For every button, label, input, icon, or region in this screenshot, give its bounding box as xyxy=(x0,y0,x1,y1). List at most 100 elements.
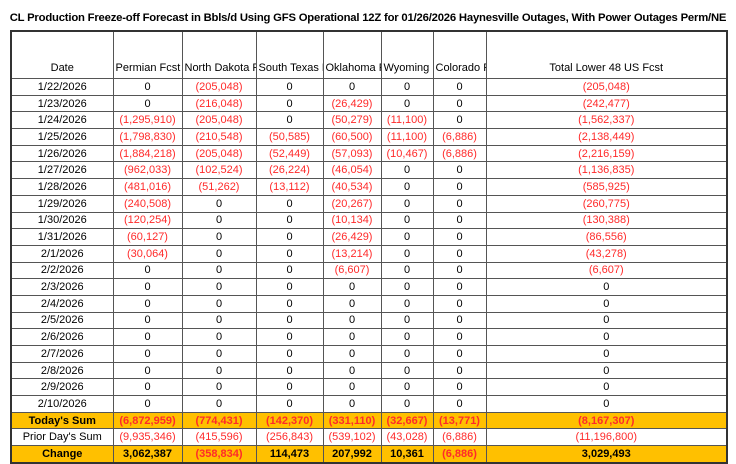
table-cell: 0 xyxy=(432,345,487,363)
table-cell: 0 xyxy=(380,228,434,246)
table-cell: (20,267) xyxy=(322,194,382,213)
table-cell: 0 xyxy=(380,395,434,413)
table-cell: 0 xyxy=(432,278,487,296)
table-cell: 0 xyxy=(380,94,434,113)
table-cell: 0 xyxy=(181,345,257,363)
summary-row: Prior Day's Sum (9,935,346) (415,596) (256,… xyxy=(10,428,728,447)
table-cell: 0 xyxy=(181,378,257,397)
table-row: 2/4/2026 0 0 0 0 0 0 0 xyxy=(10,294,728,313)
table-cell: 0 xyxy=(322,78,382,96)
table-cell: 0 xyxy=(181,244,257,263)
table-cell: 0 xyxy=(322,395,382,413)
table-row: 1/30/2026 (120,254) 0 0 (10,134) 0 0 (130,388) xyxy=(10,211,728,230)
table-cell: (60,127) xyxy=(112,228,183,246)
table-row: 2/1/2026 (30,064) 0 0 (13,214) 0 0 (43,278) xyxy=(10,244,728,263)
table-cell: (6,886) xyxy=(432,445,487,464)
table-cell: 0 xyxy=(432,311,487,330)
table-row: 2/9/2026 0 0 0 0 0 0 0 xyxy=(10,378,728,397)
table-cell: 0 xyxy=(380,278,434,296)
table-cell: 0 xyxy=(432,78,487,96)
table-cell: (260,775) xyxy=(485,194,728,213)
table-row: 2/10/2026 0 0 0 0 0 0 0 xyxy=(10,395,728,413)
table-cell: 0 xyxy=(181,311,257,330)
column-header: Permian Fcst xyxy=(112,30,183,79)
table-cell: Change xyxy=(10,445,114,464)
table-cell: 0 xyxy=(432,161,487,180)
table-cell: 0 xyxy=(432,178,487,196)
table-cell: (6,607) xyxy=(322,261,382,280)
table-cell: (11,100) xyxy=(380,128,434,146)
table-cell: 2/9/2026 xyxy=(10,378,114,397)
table-row: 2/5/2026 0 0 0 0 0 0 0 xyxy=(10,311,728,330)
table-cell: 0 xyxy=(432,328,487,346)
table-cell: (2,138,449) xyxy=(485,128,728,146)
table-cell: (60,500) xyxy=(322,128,382,146)
table-cell: (1,884,218) xyxy=(112,144,183,163)
table-cell: 0 xyxy=(255,111,324,130)
table-cell: 0 xyxy=(255,294,324,313)
table-row: 2/8/2026 0 0 0 0 0 0 0 xyxy=(10,361,728,380)
table-cell: (2,216,159) xyxy=(485,144,728,163)
table-cell: (46,054) xyxy=(322,161,382,180)
table-cell: 0 xyxy=(255,395,324,413)
table-cell: 0 xyxy=(380,194,434,213)
table-cell: (962,033) xyxy=(112,161,183,180)
table-cell: 0 xyxy=(112,78,183,96)
table-cell: (10,134) xyxy=(322,211,382,230)
table-cell: 3,029,493 xyxy=(485,445,728,464)
table-cell: (10,467) xyxy=(380,144,434,163)
table-cell: 0 xyxy=(432,94,487,113)
column-header: South Texas Fcst xyxy=(255,30,324,79)
table-cell: (32,667) xyxy=(380,411,434,430)
table-cell: 0 xyxy=(432,228,487,246)
table-cell: 0 xyxy=(485,378,728,397)
table-cell: 114,473 xyxy=(255,445,324,464)
table-cell: (8,167,307) xyxy=(485,411,728,430)
table-cell: (9,935,346) xyxy=(112,428,183,447)
table-cell: (57,093) xyxy=(322,144,382,163)
table-cell: (6,872,959) xyxy=(112,411,183,430)
table-cell: (1,136,835) xyxy=(485,161,728,180)
table-row: 2/6/2026 0 0 0 0 0 0 0 xyxy=(10,328,728,346)
table-cell: 0 xyxy=(380,294,434,313)
table-cell: 0 xyxy=(112,311,183,330)
column-header: Wyoming Fcst xyxy=(380,30,434,79)
table-cell: 0 xyxy=(432,378,487,397)
table-cell: 0 xyxy=(380,178,434,196)
table-cell: 0 xyxy=(380,261,434,280)
table-cell: (13,112) xyxy=(255,178,324,196)
table-cell: (1,798,830) xyxy=(112,128,183,146)
table-cell: (205,048) xyxy=(181,144,257,163)
table-row: 1/31/2026 (60,127) 0 0 (26,429) 0 0 (86,556) xyxy=(10,228,728,246)
column-header: Oklahoma Fcst xyxy=(322,30,382,79)
table-cell: (6,886) xyxy=(432,428,487,447)
table-cell: 0 xyxy=(380,211,434,230)
table-cell: 0 xyxy=(322,361,382,380)
table-cell: (481,016) xyxy=(112,178,183,196)
table-cell: 0 xyxy=(255,261,324,280)
table-cell: 2/2/2026 xyxy=(10,261,114,280)
table-cell: 1/28/2026 xyxy=(10,178,114,196)
table-cell: 0 xyxy=(255,228,324,246)
column-header: Date xyxy=(10,30,114,79)
table-cell: 2/5/2026 xyxy=(10,311,114,330)
table-cell: (120,254) xyxy=(112,211,183,230)
table-cell: 2/8/2026 xyxy=(10,361,114,380)
table-row: 1/27/2026 (962,033) (102,524) (26,224) (46,0… xyxy=(10,161,728,180)
column-header: Total Lower 48 US Fcst xyxy=(485,30,728,79)
table-cell: 2/4/2026 xyxy=(10,294,114,313)
table-cell: (13,771) xyxy=(432,411,487,430)
table-cell: (43,028) xyxy=(380,428,434,447)
table-cell: 0 xyxy=(181,361,257,380)
table-cell: (256,843) xyxy=(255,428,324,447)
table-cell: 0 xyxy=(380,328,434,346)
table-cell: 0 xyxy=(485,294,728,313)
table-row: 1/23/2026 0 (216,048) 0 (26,429) 0 0 (242,477) xyxy=(10,94,728,113)
table-cell: 1/30/2026 xyxy=(10,211,114,230)
table-cell: 0 xyxy=(112,294,183,313)
table-cell: 0 xyxy=(112,378,183,397)
table-cell: 0 xyxy=(255,244,324,263)
table-cell: (774,431) xyxy=(181,411,257,430)
table-cell: (6,886) xyxy=(432,128,487,146)
